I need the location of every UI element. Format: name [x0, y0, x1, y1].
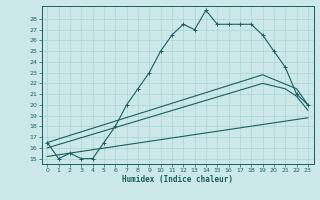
X-axis label: Humidex (Indice chaleur): Humidex (Indice chaleur) [122, 175, 233, 184]
